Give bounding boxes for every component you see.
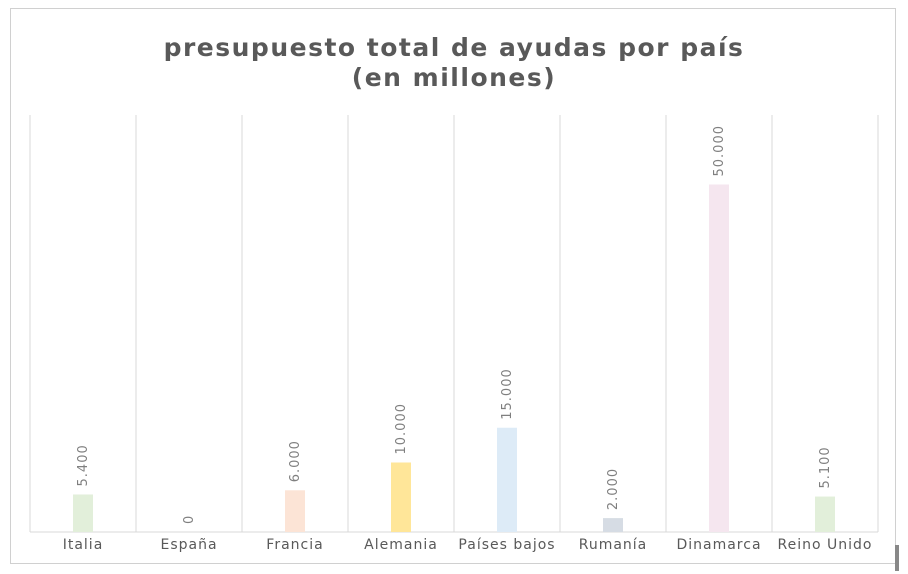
data-label: 15.000 (500, 368, 515, 420)
bar-series (73, 184, 835, 532)
x-tick-labels: Italia España Francia Alemania Países bajos R… (63, 537, 873, 553)
data-label: 6.000 (288, 440, 303, 482)
x-tick-label: Reino Unido (778, 537, 873, 553)
x-tick-label: Rumanía (579, 537, 648, 553)
resize-handle[interactable] (895, 545, 899, 571)
chart-title-line-2: (en millones) (351, 63, 557, 92)
x-tick-label: España (160, 537, 217, 553)
category-gridlines (29, 115, 879, 532)
bar (815, 496, 835, 532)
data-label: 5.100 (818, 446, 833, 488)
x-tick-label: Alemania (364, 537, 438, 553)
bar (285, 490, 305, 532)
chart-title-line-1: presupuesto total de ayudas por país (163, 33, 745, 62)
bar (709, 184, 729, 532)
x-tick-label: Francia (266, 537, 323, 553)
data-label: 0 (182, 515, 197, 524)
bar (603, 518, 623, 532)
chart-frame (10, 8, 896, 564)
data-label: 2.000 (606, 468, 621, 510)
x-tick-label: Países bajos (458, 537, 555, 553)
data-label: 50.000 (712, 125, 727, 177)
data-labels: 5.400 0 6.000 10.000 15.000 2.000 50.000 5.100 (76, 125, 833, 524)
data-label: 10.000 (394, 403, 409, 455)
x-tick-label: Italia (63, 537, 104, 553)
data-label: 5.400 (76, 444, 91, 486)
bar (497, 427, 517, 532)
bar (73, 494, 93, 532)
bar (391, 462, 411, 532)
x-tick-label: Dinamarca (676, 537, 761, 553)
